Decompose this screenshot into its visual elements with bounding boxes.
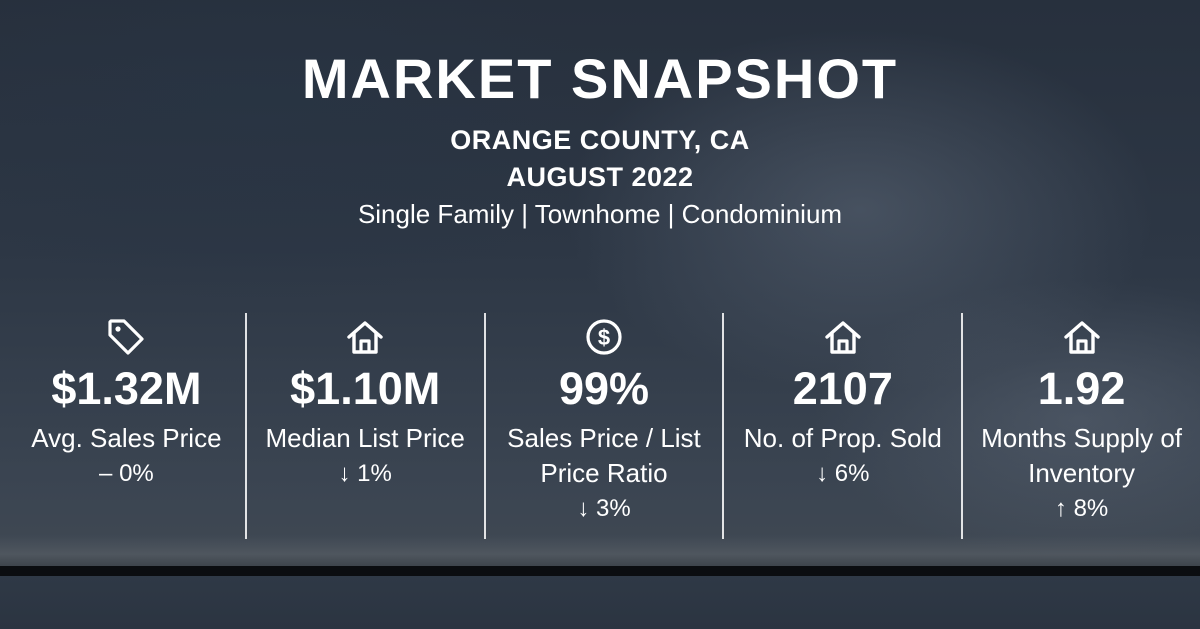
stat-value: 2107 (792, 363, 893, 414)
stat-months-supply: 1.92 Months Supply of Inventory ↑ 8% (961, 313, 1200, 539)
price-tag-icon (108, 319, 144, 355)
stat-label: Sales Price / List Price Ratio (507, 423, 701, 488)
page-title: MARKET SNAPSHOT (301, 47, 899, 110)
stat-change: ↓ 1% (338, 460, 392, 487)
stat-median-list-price: $1.10M Median List Price ↓ 1% (244, 313, 484, 539)
divider-bar (0, 566, 1200, 576)
stat-change: – 0% (99, 460, 154, 487)
period-subtitle: AUGUST 2022 (506, 162, 694, 192)
svg-text:$: $ (598, 325, 610, 350)
bottom-strip (0, 576, 1200, 629)
stat-value: 1.92 (1037, 363, 1126, 414)
stats-row: $1.32M Avg. Sales Price – 0% $1.10M Medi… (8, 313, 1200, 539)
stat-value: $1.32M (51, 363, 202, 414)
house-icon (1063, 321, 1100, 354)
stat-label: Median List Price (265, 423, 465, 453)
dollar-coin-icon: $ (586, 319, 622, 355)
stat-value: 99% (558, 363, 650, 414)
house-icon (347, 321, 383, 354)
stat-label: No. of Prop. Sold (743, 423, 942, 453)
stat-label: Months Supply of Inventory (981, 423, 1183, 488)
stat-value: $1.10M (290, 363, 441, 414)
property-types-line: Single Family | Townhome | Condominium (357, 199, 843, 229)
stat-change: ↓ 6% (816, 460, 870, 487)
stat-properties-sold: 2107 No. of Prop. Sold ↓ 6% (722, 313, 961, 539)
stat-change: ↓ 3% (577, 495, 631, 522)
stat-label: Avg. Sales Price (31, 423, 222, 453)
stat-sales-list-ratio: $ 99% Sales Price / List Price Ratio ↓ 3… (483, 313, 723, 539)
stat-avg-sales-price: $1.32M Avg. Sales Price – 0% (8, 313, 245, 539)
house-icon (825, 321, 861, 354)
background-horizon (0, 535, 1200, 567)
location-subtitle: ORANGE COUNTY, CA (450, 125, 750, 155)
stat-change: ↑ 8% (1054, 495, 1109, 522)
